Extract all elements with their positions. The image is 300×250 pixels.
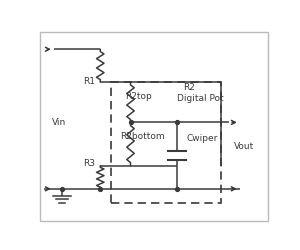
Text: Digital Pot: Digital Pot xyxy=(177,94,224,103)
Text: Vout: Vout xyxy=(234,142,254,151)
Text: R3: R3 xyxy=(83,159,95,168)
Text: R2: R2 xyxy=(183,83,195,92)
Text: Vin: Vin xyxy=(52,118,66,127)
Text: Cwiper: Cwiper xyxy=(186,134,218,143)
Text: R2top: R2top xyxy=(125,92,152,101)
Text: R1: R1 xyxy=(83,76,95,86)
Text: R2bottom: R2bottom xyxy=(120,132,165,141)
